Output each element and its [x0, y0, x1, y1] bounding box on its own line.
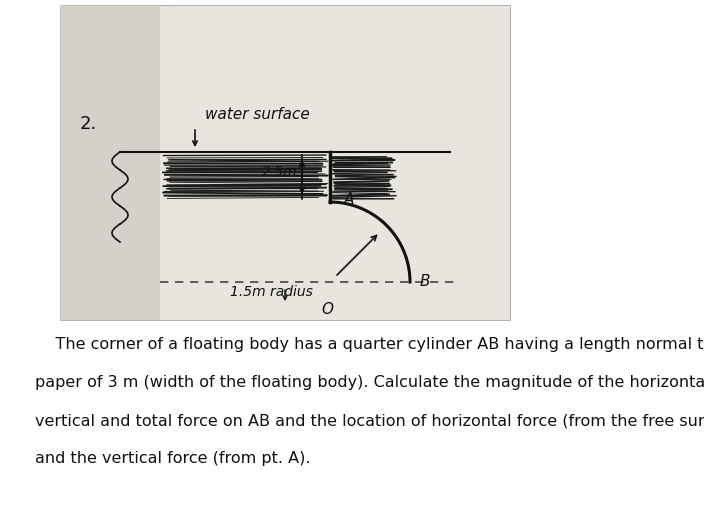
Text: A: A	[344, 193, 354, 207]
Text: 2.: 2.	[80, 115, 97, 133]
Text: O: O	[321, 302, 333, 317]
FancyBboxPatch shape	[60, 5, 510, 320]
Text: 1.5m radius: 1.5m radius	[230, 285, 313, 299]
Text: paper of 3 m (width of the floating body). Calculate the magnitude of the horizo: paper of 3 m (width of the floating body…	[35, 375, 704, 390]
FancyBboxPatch shape	[60, 5, 160, 320]
Text: water surface: water surface	[205, 107, 310, 122]
Text: B: B	[420, 274, 431, 289]
FancyBboxPatch shape	[60, 5, 170, 320]
Text: 2.5m: 2.5m	[263, 165, 298, 179]
Text: vertical and total force on AB and the location of horizontal force (from the fr: vertical and total force on AB and the l…	[35, 413, 704, 428]
Text: The corner of a floating body has a quarter cylinder AB having a length normal t: The corner of a floating body has a quar…	[35, 337, 704, 352]
Text: and the vertical force (from pt. A).: and the vertical force (from pt. A).	[35, 451, 310, 466]
